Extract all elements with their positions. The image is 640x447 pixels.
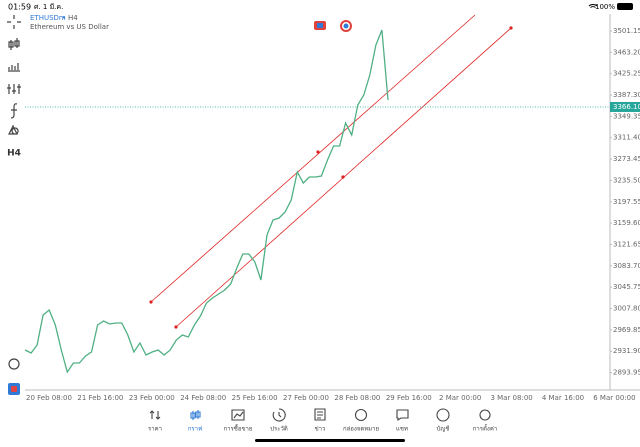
channel-anchor[interactable] bbox=[149, 300, 153, 304]
y-tick-label: 2969.85 bbox=[613, 326, 640, 334]
symbol-timeframe: H4 bbox=[68, 14, 78, 22]
nav-label[interactable]: กล่องจดหมาย bbox=[343, 426, 379, 433]
nav-icon bbox=[354, 408, 368, 422]
y-tick-label: 3311.40 bbox=[613, 134, 640, 142]
x-tick-label: 4 Mar 16:00 bbox=[542, 394, 584, 402]
channel-anchor[interactable] bbox=[509, 26, 513, 30]
x-tick-label: 2 Mar 00:00 bbox=[439, 394, 481, 402]
y-tick-label: 3159.60 bbox=[613, 219, 640, 227]
nav-icon bbox=[272, 408, 286, 422]
battery-text: 100% bbox=[595, 3, 615, 11]
bars-tool[interactable] bbox=[8, 63, 20, 72]
y-tick-label: 3425.25 bbox=[613, 70, 640, 78]
current-price-badge bbox=[610, 101, 640, 112]
trade-button-inner bbox=[317, 23, 323, 28]
nav-label[interactable]: บัญชี bbox=[437, 425, 450, 433]
channel-upper-line bbox=[150, 14, 476, 303]
wifi-icon bbox=[588, 4, 598, 8]
battery-icon bbox=[617, 3, 633, 10]
y-tick-label: 3463.20 bbox=[613, 48, 640, 56]
x-tick-label: 29 Feb 16:00 bbox=[386, 394, 432, 402]
nav-icon bbox=[149, 410, 161, 420]
left-toolbar bbox=[7, 15, 21, 370]
y-tick-label: 2893.95 bbox=[613, 369, 640, 377]
crosshair-tool[interactable] bbox=[7, 15, 21, 29]
speed-tool[interactable] bbox=[8, 358, 20, 370]
x-tick-label: 27 Feb 00:00 bbox=[283, 394, 329, 402]
x-tick-label: 24 Feb 08:00 bbox=[180, 394, 226, 402]
nav-label[interactable]: ข่าว bbox=[315, 426, 326, 433]
app-logo-inner bbox=[11, 386, 17, 392]
price-line bbox=[24, 29, 389, 374]
current-price-label: 3366.10 bbox=[613, 103, 640, 111]
status-time: 01:59 bbox=[8, 3, 31, 12]
channel-anchor[interactable] bbox=[341, 175, 345, 179]
y-tick-label: 3387.30 bbox=[613, 91, 640, 99]
nav-icon bbox=[479, 409, 491, 421]
bottom-nav bbox=[149, 408, 491, 422]
x-tick-label: 28 Feb 08:00 bbox=[334, 394, 380, 402]
y-tick-label: 3235.50 bbox=[613, 176, 640, 184]
objects-tool[interactable] bbox=[8, 124, 19, 135]
functions-tool[interactable] bbox=[10, 103, 18, 119]
channel-anchor[interactable] bbox=[316, 150, 320, 154]
x-tick-label: 6 Mar 00:00 bbox=[593, 394, 635, 402]
nav-icon bbox=[314, 408, 326, 421]
y-tick-label: 3083.70 bbox=[613, 262, 640, 270]
candles-tool[interactable] bbox=[8, 38, 20, 50]
indicators-tool[interactable] bbox=[7, 84, 21, 94]
signal-button[interactable] bbox=[340, 20, 352, 32]
x-tick-label: 21 Feb 16:00 bbox=[77, 394, 123, 402]
x-tick-label: 25 Feb 16:00 bbox=[232, 394, 278, 402]
nav-icon bbox=[396, 409, 409, 422]
nav-label[interactable]: การตั้งค่า bbox=[473, 423, 497, 433]
y-tick-label: 2931.90 bbox=[613, 347, 640, 355]
symbol-name: ETHUSDm bbox=[30, 14, 66, 22]
x-tick-label: 3 Mar 08:00 bbox=[490, 394, 532, 402]
nav-label[interactable]: ประวัติ bbox=[270, 426, 288, 433]
nav-label[interactable]: แชท bbox=[396, 426, 408, 433]
y-tick-label: 3273.45 bbox=[613, 155, 640, 163]
y-tick-label: 3045.75 bbox=[613, 283, 640, 291]
nav-label[interactable]: การซื้อขาย bbox=[224, 423, 253, 433]
home-indicator bbox=[255, 439, 405, 442]
nav-icon bbox=[190, 410, 201, 420]
y-tick-label: 3349.35 bbox=[613, 112, 640, 120]
x-tick-label: 20 Feb 08:00 bbox=[26, 394, 72, 402]
x-tick-label: 23 Feb 00:00 bbox=[129, 394, 175, 402]
timeframe-button[interactable]: H4 bbox=[7, 149, 21, 159]
y-tick-label: 3501.15 bbox=[613, 27, 640, 35]
symbol-separator: • bbox=[62, 14, 66, 22]
nav-icon bbox=[231, 409, 245, 421]
y-tick-label: 3121.65 bbox=[613, 240, 640, 248]
nav-label[interactable]: กราฟ bbox=[188, 426, 202, 433]
status-date: ศ. 1 มี.ค. bbox=[34, 3, 63, 11]
nav-icon bbox=[436, 408, 450, 422]
signal-button-inner bbox=[343, 23, 349, 29]
y-tick-label: 3007.80 bbox=[613, 305, 640, 313]
nav-label[interactable]: ราคา bbox=[148, 426, 162, 433]
channel-anchor[interactable] bbox=[174, 325, 178, 329]
y-tick-label: 3197.55 bbox=[613, 198, 640, 206]
symbol-description: Ethereum vs US Dollar bbox=[30, 23, 109, 31]
